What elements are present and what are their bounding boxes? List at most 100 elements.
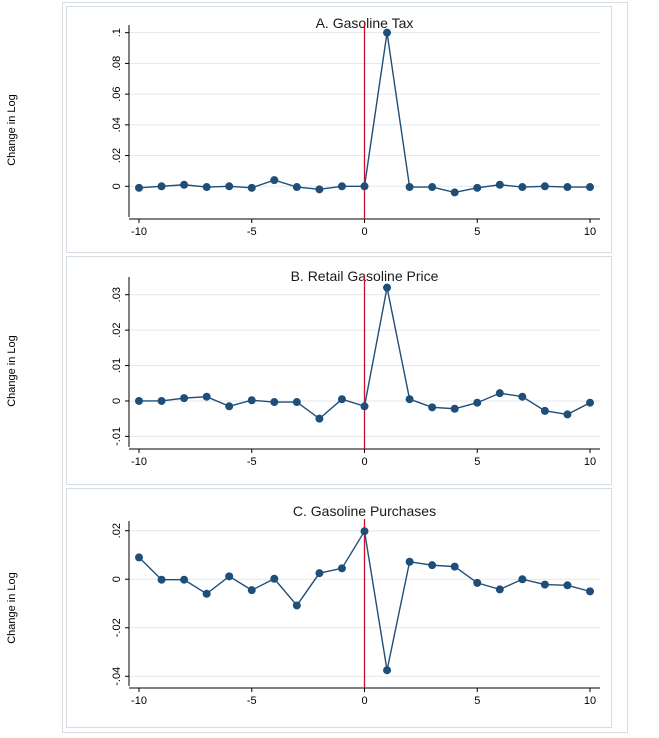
panel-c-ytick-label: .02 [111, 523, 123, 538]
panel-b-data-point [428, 403, 437, 412]
panel-a-data-point [540, 182, 549, 191]
panel-a-data-point [405, 183, 414, 192]
panel-c-data-point [202, 589, 211, 598]
panel-a-data-point [202, 183, 211, 192]
panel-b-data-point [586, 398, 594, 407]
panel-a-data-point [473, 183, 482, 192]
panel-b: B. Retail Gasoline Price -.01 0.01.02.03 -1… [66, 256, 612, 485]
panel-c-ytick-label: -.04 [111, 667, 123, 686]
panel-a-data-point [563, 183, 572, 192]
figure-frame [62, 2, 628, 733]
panel-a-data-point [495, 180, 504, 189]
panel-a-xtick-label: -5 [247, 226, 257, 238]
panel-a-xtick-label: -10 [131, 226, 147, 238]
panel-b-xtick-label: -5 [247, 456, 257, 468]
panel-b-data-point [383, 283, 392, 292]
panel-a-data-point [518, 183, 527, 192]
panel-c-ytick-label: -.02 [111, 618, 123, 637]
panel-b-data-point [247, 396, 256, 405]
panel-c-xtick-label: -10 [131, 695, 147, 707]
panel-c-data-point [450, 562, 459, 571]
panel-b-data-point [292, 398, 301, 407]
panel-a-ylabel-text: Change in Log [6, 93, 18, 166]
panel-a-data-point [270, 176, 279, 185]
panel-a-data-point [337, 182, 346, 191]
panel-b-xtick-label: 0 [361, 456, 367, 468]
panel-b-data-point [518, 392, 527, 401]
chart-b: B. Retail Gasoline Price-.010.01.02.03-1… [111, 268, 600, 468]
panel-b-ytick-label: 0 [111, 398, 123, 404]
panel-a-xtick-label: 5 [474, 226, 480, 238]
panel-a-data-point [180, 180, 189, 189]
panel-a-data-point [135, 183, 143, 192]
panel-a-data-point [247, 183, 256, 192]
panel-c-data-point [586, 587, 594, 596]
panel-c-data-point [360, 527, 369, 536]
panel-c-data-point [315, 569, 324, 578]
panel-a: A. Gasoline Tax 0.02.04.06.08.1 -10 -5 0 5 10 [66, 6, 612, 253]
panel-b-data-point [180, 394, 189, 403]
panel-c-data-point [473, 578, 482, 587]
panel-c-ylabel: Change in Log [2, 488, 22, 728]
panel-a-data-point [428, 183, 437, 192]
panel-b-ytick-label: .01 [111, 358, 123, 373]
panel-c-xtick-label: 10 [584, 695, 596, 707]
panel-c-data-point [405, 557, 414, 566]
panel-a-ytick-label: .08 [111, 56, 123, 71]
panel-b-data-point [135, 396, 143, 405]
panel-c-title: C. Gasoline Purchases [293, 503, 436, 519]
panel-a-data-point [225, 182, 234, 191]
panel-a-data-point [292, 183, 301, 192]
panel-c-data-point [292, 601, 301, 610]
panel-b-data-point [270, 398, 279, 407]
panel-b-ytick-label: .02 [111, 322, 123, 337]
panel-b-data-point [157, 396, 166, 405]
panel-c-data-point [270, 574, 279, 583]
panel-a-xtick-label: 0 [361, 226, 367, 238]
panel-b-ylabel-text: Change in Log [6, 334, 18, 407]
panel-b-xtick-label: 10 [584, 456, 596, 468]
panel-c-data-point [563, 581, 572, 590]
panel-b-xtick-label: -10 [131, 456, 147, 468]
panel-c-data-point [135, 553, 143, 562]
panel-b-ytick-label: .03 [111, 287, 123, 302]
panel-c-data-point [157, 575, 166, 584]
panel-b-xtick-label: 5 [474, 456, 480, 468]
panel-a-ytick-label: .06 [111, 86, 123, 101]
chart-c: C. Gasoline Purchases -.04 -.02 0 .02 -10 -5 0 5… [111, 503, 600, 707]
panel-c-data-point [247, 586, 256, 595]
panel-b-data-point [315, 414, 324, 423]
panel-c-data-point [337, 564, 346, 573]
panel-c-data-point [383, 666, 392, 675]
panel-c-ylabel-text: Change in Log [6, 572, 18, 644]
panel-a-data-point [360, 182, 369, 191]
panel-b-ylabel: Change in Log [2, 256, 22, 485]
panel-b-data-point [450, 404, 459, 413]
panel-b-data-point [495, 389, 504, 398]
panel-a-data-point [450, 188, 459, 197]
panel-c-xtick-label: -5 [247, 695, 257, 707]
panel-b-data-point [360, 402, 369, 411]
panel-b-data-point [405, 395, 414, 404]
panel-a-ytick-label: 0 [111, 183, 123, 189]
panel-a-ytick-label: .02 [111, 148, 123, 163]
panel-a-xtick-label: 10 [584, 226, 596, 238]
panel-a-ytick-label: .04 [111, 117, 123, 132]
panel-c-data-point [495, 585, 504, 594]
panel-b-data-point [473, 398, 482, 407]
panel-a-ytick-label: .1 [111, 28, 123, 37]
panel-b-data-point [202, 392, 211, 401]
panel-a-data-point [586, 183, 594, 192]
panel-b-ytick-label: -.01 [111, 427, 123, 446]
panel-b-data-point [540, 406, 549, 415]
panel-c-data-point [428, 561, 437, 570]
panel-a-data-point [157, 182, 166, 191]
panel-b-data-point [563, 410, 572, 419]
panel-a-data-point [315, 185, 324, 194]
panel-c-data-point [540, 580, 549, 589]
panel-c-data-point [180, 575, 189, 584]
panel-b-data-point [337, 395, 346, 404]
panel-a-ylabel: Change in Log [2, 6, 22, 253]
panel-b-data-point [225, 402, 234, 411]
